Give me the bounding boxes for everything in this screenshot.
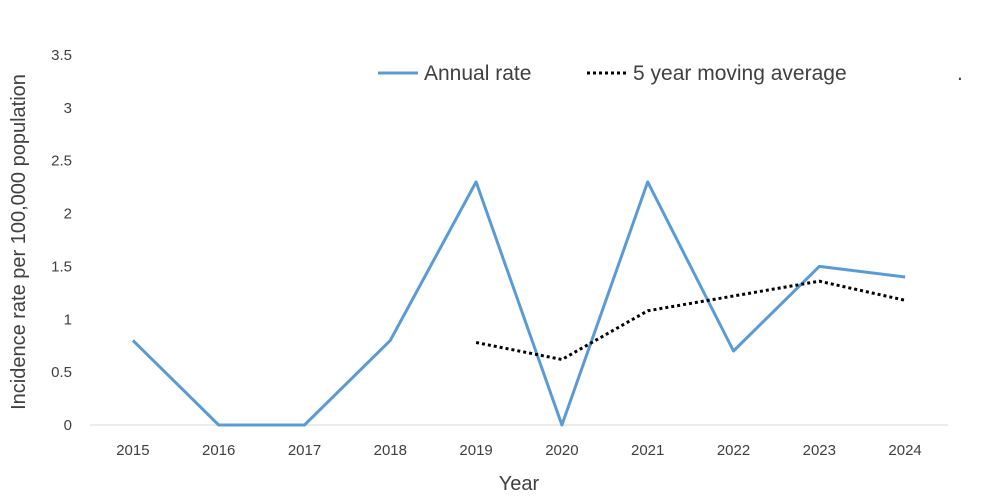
legend: Annual rate 5 year moving average . xyxy=(378,62,963,85)
x-tick-label: 2016 xyxy=(202,442,235,459)
y-tick-labels: 0 0.5 1 1.5 2 2.5 3 3.5 xyxy=(51,47,72,434)
x-tick-label: 2022 xyxy=(717,442,750,459)
y-axis-title: Incidence rate per 100,000 population xyxy=(8,74,30,410)
series-line-annual-rate xyxy=(131,180,906,427)
legend-trailing-mark: . xyxy=(957,62,963,85)
x-axis-title: Year xyxy=(499,473,540,495)
x-tick-label: 2019 xyxy=(459,442,492,459)
x-tick-label: 2023 xyxy=(803,442,836,459)
legend-label-moving-average: 5 year moving average xyxy=(633,62,847,85)
y-tick-label: 1 xyxy=(64,311,72,328)
y-tick-label: 2 xyxy=(64,206,72,223)
x-tick-label: 2017 xyxy=(288,442,321,459)
x-tick-labels: 2015 2016 2017 2018 2019 2020 2021 2022 2023 2024 xyxy=(116,442,922,459)
series-layer xyxy=(131,180,906,427)
series-line-moving-average xyxy=(475,279,906,362)
x-tick-label: 2020 xyxy=(545,442,578,459)
x-tick-label: 2018 xyxy=(374,442,407,459)
y-tick-label: 2.5 xyxy=(51,153,72,170)
x-tick-label: 2015 xyxy=(116,442,149,459)
y-tick-label: 0 xyxy=(64,417,72,434)
y-tick-label: 3.5 xyxy=(51,47,72,64)
y-tick-label: 3 xyxy=(64,100,72,117)
x-tick-label: 2024 xyxy=(888,442,921,459)
y-tick-label: 0.5 xyxy=(51,364,72,381)
x-tick-label: 2021 xyxy=(631,442,664,459)
legend-label-annual-rate: Annual rate xyxy=(424,62,531,85)
y-tick-label: 1.5 xyxy=(51,258,72,275)
